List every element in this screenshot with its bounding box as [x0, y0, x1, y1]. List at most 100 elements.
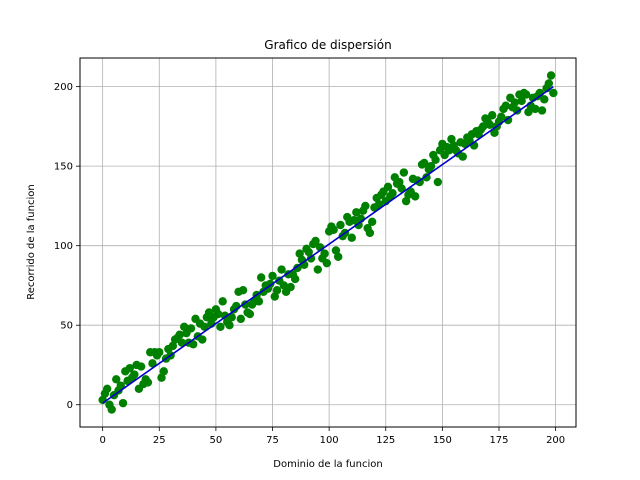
scatter-point — [458, 152, 467, 161]
scatter-point — [286, 282, 295, 292]
scatter-point — [383, 182, 393, 192]
scatter-point — [537, 106, 547, 115]
scatter-point — [236, 314, 246, 324]
scatter-point — [157, 373, 166, 382]
scatter-point — [218, 297, 227, 306]
y-tick-label: 0 — [67, 400, 73, 411]
scatter-point — [331, 246, 341, 255]
scatter-point — [320, 249, 329, 258]
scatter-point — [118, 398, 128, 408]
x-tick-label: 150 — [433, 435, 452, 446]
scatter-point — [501, 101, 510, 110]
scatter-point — [290, 274, 300, 284]
grid — [80, 58, 576, 427]
scatter-point — [254, 297, 264, 306]
scatter-point — [213, 309, 223, 319]
scatter-point — [272, 286, 282, 295]
scatter-point — [333, 252, 343, 262]
scatter-point — [365, 228, 375, 238]
scatter-point — [295, 249, 304, 258]
scatter-point — [177, 338, 187, 347]
scatter-point — [168, 341, 178, 351]
scatter-point — [225, 321, 234, 330]
scatter-point — [116, 381, 125, 390]
scatter-point — [401, 196, 411, 206]
scatter-point — [238, 286, 248, 295]
scatter-point — [313, 265, 323, 274]
scatter-point — [395, 177, 404, 187]
scatter-point — [155, 348, 164, 357]
scatter-point — [517, 96, 526, 106]
x-tick-label: 200 — [546, 435, 565, 446]
scatter-point — [336, 220, 345, 230]
scatter-point — [112, 375, 121, 384]
scatter-point — [397, 184, 406, 193]
scatter-point — [521, 90, 531, 99]
scatter-point — [497, 112, 506, 122]
x-tick-label: 100 — [320, 435, 339, 446]
scatter-point — [367, 217, 377, 227]
scatter-point — [347, 233, 356, 242]
y-tick-label: 200 — [54, 82, 73, 93]
scatter-point — [304, 247, 313, 257]
x-tick-label: 25 — [153, 435, 166, 446]
fit-line — [102, 85, 554, 404]
chart-title: Grafico de dispersión — [264, 38, 391, 52]
scatter-point — [245, 309, 255, 319]
scatter-point — [388, 188, 397, 198]
scatter-point — [485, 120, 495, 130]
x-tick-label: 50 — [210, 435, 223, 446]
scatter-point — [549, 88, 558, 98]
scatter-point — [531, 104, 540, 114]
scatter-point — [352, 208, 361, 217]
y-tick-label: 50 — [60, 321, 73, 332]
scatter-point — [256, 273, 266, 282]
scatter-point — [159, 367, 168, 376]
scatter-point — [544, 79, 554, 88]
scatter-point — [546, 71, 556, 80]
scatter-point — [189, 340, 198, 349]
x-tick-label: 175 — [489, 435, 508, 446]
scatter-point — [524, 107, 533, 117]
scatter-point — [130, 370, 139, 379]
scatter-point — [143, 378, 153, 387]
scatter-point — [329, 225, 338, 234]
scatter-point — [148, 359, 157, 368]
y-axis-label: Recorrido de la funcion — [26, 184, 37, 299]
scatter-point — [311, 236, 320, 246]
scatter-point — [175, 330, 184, 339]
x-tick-label: 125 — [376, 435, 395, 446]
scatter-point — [227, 313, 236, 322]
scatter-point — [322, 258, 332, 268]
ticks: 0 25 50 75 100 125 150 175 200 0 50 100 150 200 — [54, 82, 565, 446]
scatter-point — [125, 363, 135, 373]
y-tick-label: 100 — [54, 241, 73, 252]
scatter-point — [410, 192, 420, 201]
scatter-point — [270, 292, 279, 301]
scatter-point — [431, 155, 440, 164]
scatter-point — [200, 322, 209, 331]
scatter-point — [216, 322, 225, 331]
scatter-point — [510, 98, 520, 107]
plot-frame — [79, 57, 577, 428]
scatter-point — [399, 168, 409, 177]
scatter-point — [420, 158, 429, 168]
scatter-point — [277, 265, 286, 274]
scatter-point — [488, 111, 497, 120]
scatter-point — [426, 161, 436, 171]
scatter-point — [186, 324, 196, 333]
scatter-point — [361, 201, 370, 211]
scatter-point — [102, 384, 112, 394]
x-tick-label: 0 — [99, 435, 105, 446]
scatter-point — [136, 362, 146, 371]
scatter-point — [107, 405, 116, 414]
scatter-point — [490, 128, 499, 137]
scatter-point — [540, 95, 549, 104]
scatter-point — [433, 177, 443, 187]
scatter-point — [279, 281, 289, 290]
scatter-point — [374, 200, 384, 209]
scatter-point — [268, 271, 277, 281]
scatter-point — [447, 134, 456, 144]
